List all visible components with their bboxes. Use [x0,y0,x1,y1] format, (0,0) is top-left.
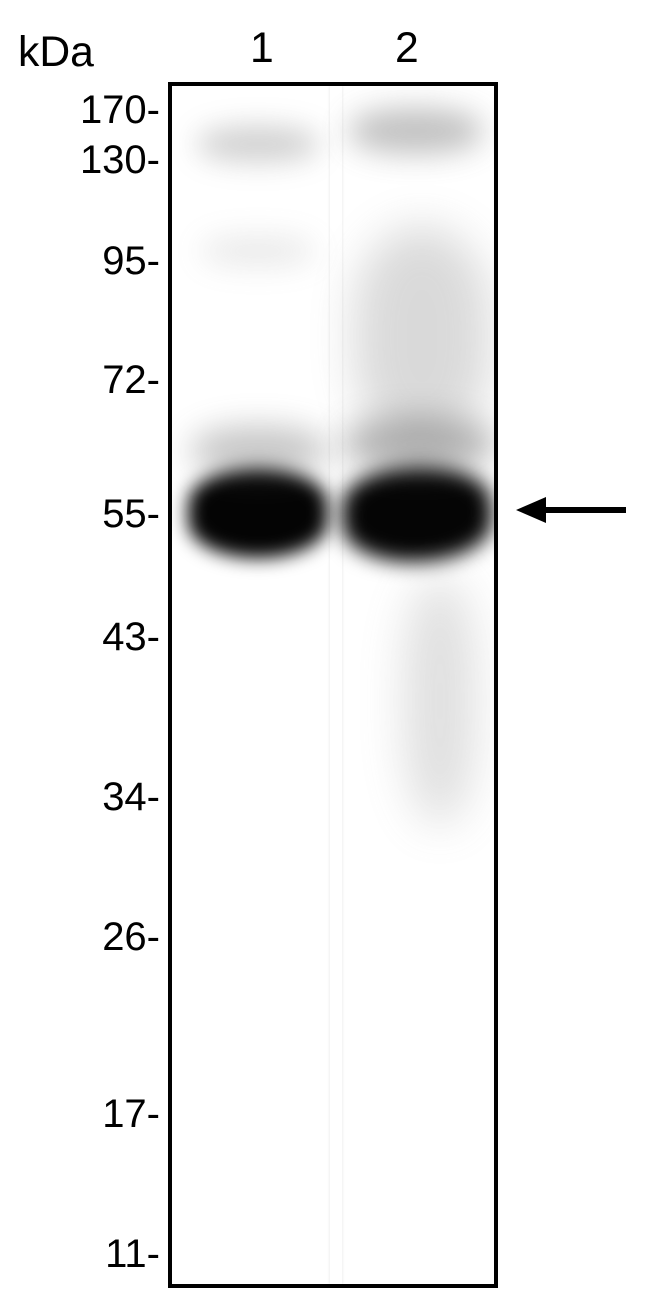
marker-tick: 55- [102,492,160,537]
marker-tick: 130- [80,138,160,183]
arrow-head-icon [516,497,546,523]
marker-tick: 11- [105,1232,160,1277]
blot-band [340,463,493,564]
marker-tick: 95- [102,239,160,284]
lane-label-1: 1 [250,24,274,73]
western-blot-figure: kDa 170- 130- 95- 72- 55- 43- 34- 26- 17… [0,0,650,1310]
blot-band [188,468,328,558]
blot-band [198,126,318,162]
blot-band [202,236,314,266]
marker-tick: 34- [102,775,160,820]
blot-membrane [168,82,498,1288]
marker-tick: 26- [102,915,160,960]
marker-tick: 43- [102,615,160,660]
marker-tick: 72- [102,358,160,403]
blot-band [344,416,494,472]
blot-band [350,108,482,154]
lane-divider [330,86,342,1284]
y-axis-unit-label: kDa [18,28,94,77]
band-indicator-arrow [516,497,626,523]
arrow-shaft [546,507,626,513]
blot-band [404,576,476,826]
marker-tick: 170- [80,88,160,133]
blot-band [192,426,326,476]
marker-tick: 17- [102,1092,160,1137]
lane-label-2: 2 [395,24,419,73]
blot-band [354,226,490,446]
